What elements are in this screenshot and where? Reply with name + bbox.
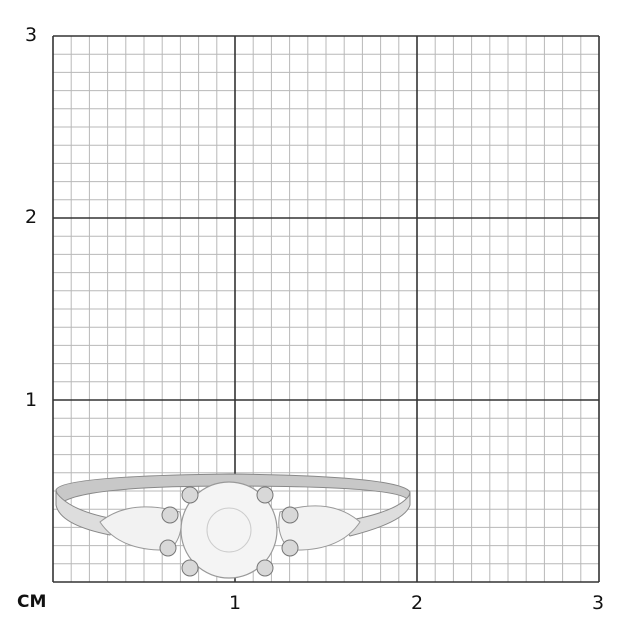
center-stone-table bbox=[206, 507, 252, 553]
left-pear-stone bbox=[99, 506, 182, 551]
prong bbox=[159, 539, 177, 557]
prong bbox=[161, 506, 179, 524]
y-label-2: 2 bbox=[25, 206, 38, 228]
prong bbox=[181, 559, 199, 577]
x-label-1: 1 bbox=[229, 592, 242, 614]
prong bbox=[256, 486, 274, 504]
unit-label: CM bbox=[17, 592, 47, 612]
x-label-2: 2 bbox=[411, 592, 424, 614]
prong bbox=[181, 486, 199, 504]
prong bbox=[281, 539, 299, 557]
center-stone bbox=[180, 481, 278, 579]
x-label-3: 3 bbox=[592, 592, 605, 614]
ring-image bbox=[55, 473, 411, 579]
prong bbox=[256, 559, 274, 577]
prong bbox=[281, 506, 299, 524]
y-label-3: 3 bbox=[25, 24, 38, 46]
y-label-1: 1 bbox=[25, 389, 38, 411]
right-pear-stone bbox=[278, 505, 361, 551]
